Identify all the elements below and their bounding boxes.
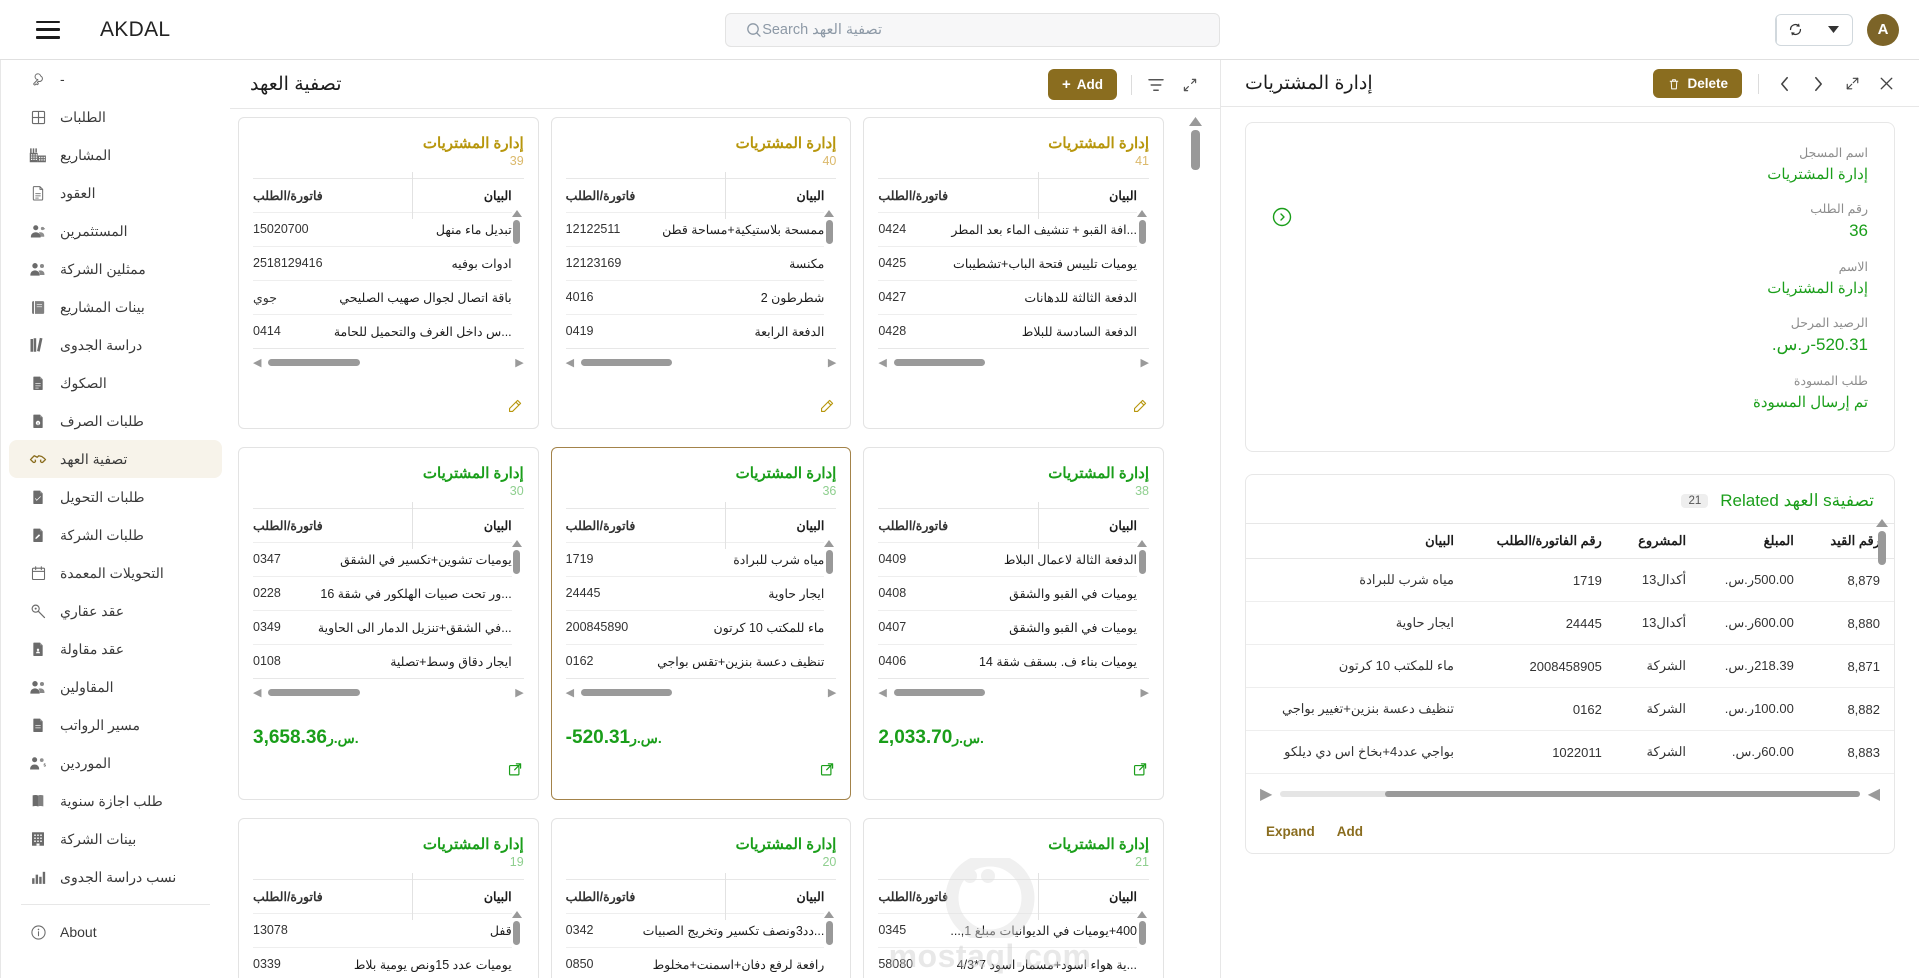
svg-text:$: $ xyxy=(43,762,46,767)
